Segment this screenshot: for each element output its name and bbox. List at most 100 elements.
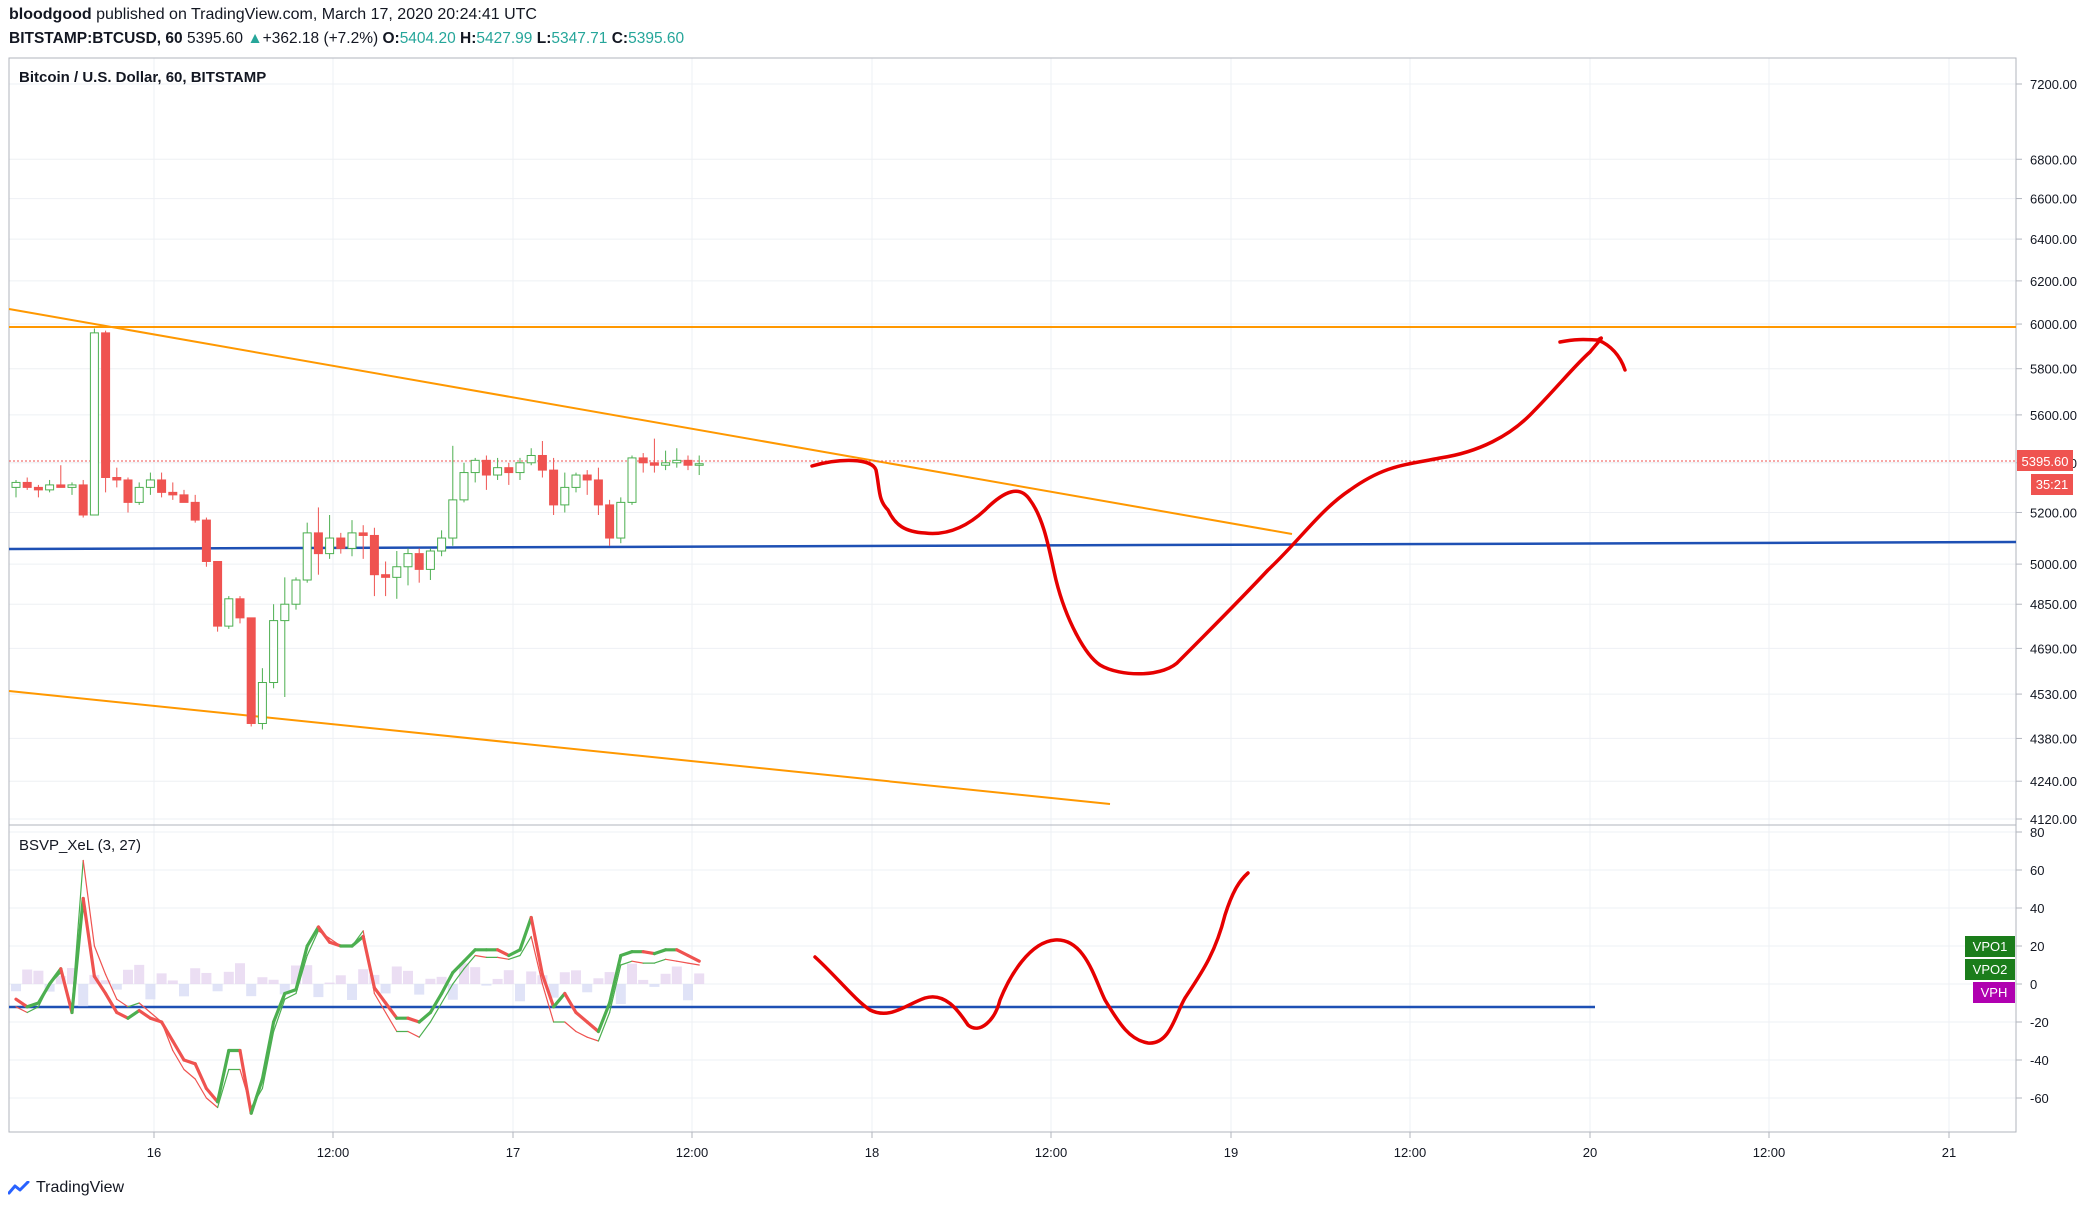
osc-histogram-bar	[548, 984, 559, 998]
osc-series-segment	[518, 915, 533, 952]
osc-histogram-bar	[447, 984, 458, 1000]
osc-series-segment	[172, 1049, 185, 1071]
candle-body	[213, 560, 223, 627]
osc-series-segment	[686, 953, 701, 963]
osc-series-segment	[14, 997, 29, 1009]
candle-body	[89, 332, 99, 516]
osc-histogram-bar	[78, 984, 89, 1007]
candle-body	[526, 454, 536, 464]
osc-histogram-bar	[201, 972, 212, 984]
osc-histogram-bar	[145, 984, 156, 1000]
open-label: O:	[382, 30, 400, 47]
osc-histogram-bar	[302, 965, 313, 984]
osc-histogram-bar	[615, 984, 626, 1005]
author-name[interactable]: bloodgood	[9, 6, 92, 23]
time-tick-label: 20	[1583, 1145, 1597, 1160]
osc-histogram-bar	[604, 972, 615, 984]
upper-trendline[interactable]	[8, 308, 1293, 535]
osc-series-segment	[519, 935, 532, 957]
price-tick-label: 6000.00	[2030, 317, 2077, 332]
osc-tick-label: 20	[2030, 939, 2044, 954]
osc-histogram-bar	[526, 971, 537, 984]
osc-series-segment	[284, 992, 297, 1000]
chart-title: Bitcoin / U.S. Dollar, 60, BITSTAMP	[19, 69, 266, 86]
projection-drawing[interactable]	[810, 336, 1627, 676]
indicator-title: BSVP_XeL (3, 27)	[19, 837, 141, 854]
osc-series-segment	[428, 991, 444, 1015]
osc-series-segment	[452, 968, 465, 985]
osc-series-segment	[641, 950, 657, 956]
osc-series-segment	[81, 896, 97, 979]
osc-series-segment	[417, 1010, 432, 1024]
osc-series-segment	[607, 953, 623, 1005]
indicator-badges: VPO1 VPO2 VPH	[1965, 936, 2015, 1003]
osc-histogram-bar	[100, 980, 111, 984]
candle-body	[123, 479, 133, 503]
candle-body	[246, 617, 256, 724]
osc-series-segment	[463, 954, 476, 970]
osc-series-segment	[653, 958, 667, 964]
lower-trendline[interactable]	[8, 690, 1111, 805]
osc-series-segment	[137, 1008, 152, 1020]
symbol-info: BITSTAMP:BTCUSD, 60 5395.60 ▲+362.18 (+7…	[9, 30, 684, 48]
countdown-value: 35:21	[2036, 477, 2069, 492]
osc-histogram-bar	[425, 978, 436, 984]
time-tick-label: 16	[147, 1145, 161, 1160]
low-label: L:	[536, 30, 552, 47]
oscillator-axis[interactable]: 80 60 40 20 0 -20 -40 -60	[2016, 825, 2049, 1106]
candle-body	[168, 491, 178, 496]
osc-series-segment	[440, 970, 455, 996]
osc-series-segment	[687, 962, 700, 966]
price-tick-label: 4240.00	[2030, 774, 2077, 789]
osc-histogram-bar	[44, 984, 55, 992]
time-tick-label: 12:00	[676, 1145, 709, 1160]
oscillator-projection-drawing[interactable]	[813, 871, 1250, 1045]
candle-body	[414, 553, 424, 570]
vpo1-badge: VPO1	[1973, 939, 2008, 954]
candle-body	[683, 459, 693, 466]
low-value: 5347.71	[551, 30, 608, 47]
open-value: 5404.20	[399, 30, 456, 47]
osc-series-segment	[36, 982, 52, 1005]
osc-histogram-bar	[481, 984, 492, 986]
candle-body	[358, 532, 368, 536]
vph-badge: VPH	[1981, 985, 2008, 1000]
osc-series-segment	[92, 974, 108, 996]
osc-histogram-bar	[671, 966, 682, 984]
osc-series-segment	[631, 960, 644, 964]
time-axis[interactable]: 16 12:00 17 12:00 18 12:00 19 12:00 20 12:00 21	[9, 1131, 2016, 1160]
footer-brand[interactable]: TradingView	[8, 1179, 124, 1197]
osc-series-segment	[574, 1010, 589, 1024]
osc-series-segment	[171, 1039, 186, 1062]
price-axis[interactable]: 7200.00 6800.00 6600.00 6400.00 6200.00 6000.…	[2016, 77, 2077, 827]
osc-histogram-bar	[380, 984, 391, 994]
candle-body	[22, 481, 32, 488]
price-tick-label: 6600.00	[2030, 192, 2077, 207]
tradingview-logo-icon	[8, 1181, 30, 1195]
osc-series-segment	[529, 915, 545, 977]
osc-series-segment	[25, 1001, 41, 1009]
osc-series-segment	[406, 1016, 421, 1024]
osc-series-segment	[194, 1078, 207, 1099]
osc-series-segment	[608, 964, 622, 1014]
candle-body	[157, 479, 167, 493]
candle-body	[392, 566, 402, 578]
last-price-label: 5395.60 35:21	[2017, 450, 2073, 495]
candle-body	[257, 682, 267, 724]
osc-histogram-bar	[347, 984, 357, 1000]
osc-histogram-bar	[67, 968, 77, 984]
candle-body	[504, 467, 514, 474]
osc-series-segment	[675, 948, 690, 958]
price-tick-label: 4530.00	[2030, 687, 2077, 702]
osc-series-segment	[474, 954, 487, 959]
osc-histogram-bar	[593, 978, 604, 984]
candle-body	[325, 537, 335, 555]
osc-series-segment	[385, 1011, 398, 1033]
osc-histogram-bar	[660, 973, 671, 984]
osc-histogram-bar	[369, 974, 380, 984]
candle-body	[45, 484, 55, 491]
price-tick-label: 4380.00	[2030, 731, 2077, 746]
osc-series-segment	[596, 1001, 612, 1034]
osc-series-segment	[217, 1068, 230, 1109]
